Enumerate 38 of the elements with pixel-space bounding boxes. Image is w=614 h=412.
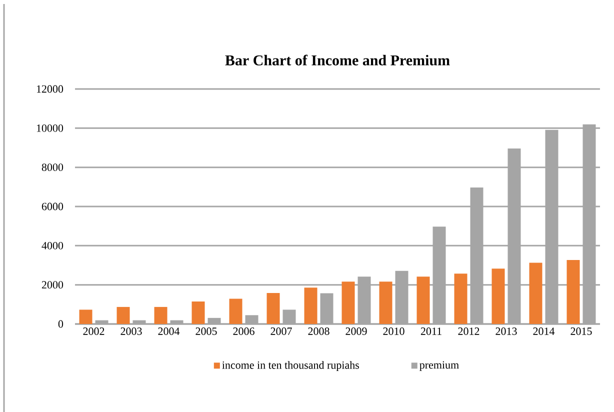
- bar: [566, 260, 580, 324]
- x-tick-label: 2007: [270, 328, 292, 335]
- bar: [416, 276, 430, 324]
- bar: [454, 274, 468, 324]
- x-tick-label: 2015: [570, 328, 592, 335]
- legend-label: premium: [420, 361, 459, 371]
- x-tick-label: 2009: [346, 328, 367, 335]
- bar: [492, 268, 505, 324]
- y-tick-label: 6000: [42, 202, 64, 210]
- x-tick-label: 2008: [308, 328, 330, 335]
- bar: [154, 306, 168, 324]
- x-tick-label: 2004: [158, 328, 180, 335]
- y-tick-label: 10000: [36, 124, 64, 132]
- bar: [229, 298, 242, 324]
- x-tick-label: 2014: [533, 328, 555, 335]
- y-tick-label: 0: [58, 320, 64, 328]
- x-tick-label: 2011: [420, 328, 442, 335]
- bar: [116, 306, 130, 324]
- y-tick-label: 2000: [42, 281, 64, 289]
- x-tick-label: 2012: [458, 328, 480, 335]
- x-tick-label: 2006: [233, 328, 254, 335]
- bar: [304, 288, 318, 324]
- bar: [379, 282, 392, 324]
- bar: [266, 293, 280, 324]
- bar: [192, 301, 205, 324]
- chart-title: Bar Chart of Income and Premium: [225, 54, 450, 66]
- x-tick-label: 2003: [120, 328, 142, 335]
- x-tick-label: 2002: [83, 328, 104, 335]
- y-tick-label: 12000: [36, 85, 64, 93]
- legend-label: income in ten thousand rupiahs: [222, 361, 359, 372]
- x-tick-label: 2010: [383, 328, 404, 335]
- y-tick-label: 4000: [42, 242, 64, 250]
- bar: [79, 310, 92, 324]
- bar: [342, 282, 355, 324]
- y-tick-label: 8000: [42, 164, 64, 172]
- x-tick-label: 2013: [496, 328, 517, 335]
- bar: [529, 262, 542, 324]
- x-tick-label: 2005: [196, 328, 217, 335]
